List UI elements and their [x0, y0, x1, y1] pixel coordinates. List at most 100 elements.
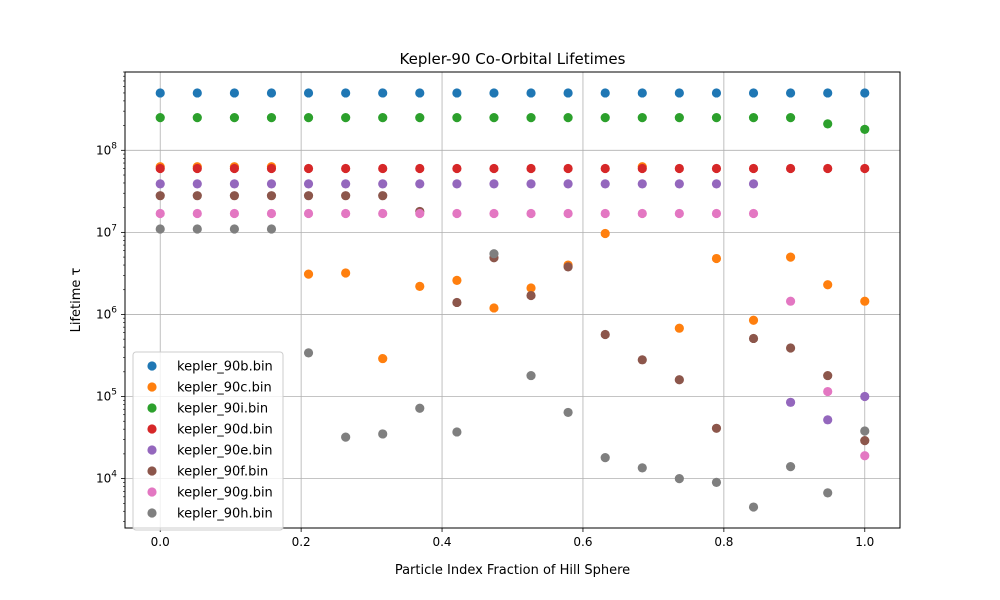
data-point [637, 88, 647, 98]
data-point [452, 88, 462, 98]
x-tick-label: 0.6 [573, 535, 592, 549]
x-axis: 0.0 0.2 0.4 0.6 0.8 1.0 [151, 528, 874, 549]
legend-label: kepler_90i.bin [177, 402, 268, 417]
data-point [415, 281, 425, 291]
data-point [303, 348, 314, 358]
data-point [823, 370, 833, 381]
data-point [229, 113, 240, 123]
legend-marker [147, 445, 157, 455]
data-point [823, 386, 833, 397]
data-point [266, 191, 277, 201]
data-point [229, 191, 240, 201]
data-point [341, 208, 351, 219]
data-point [266, 88, 277, 98]
data-point [452, 208, 462, 219]
data-point [192, 191, 202, 201]
legend-label: kepler_90g.bin [177, 486, 273, 501]
data-point [378, 179, 388, 189]
data-point [711, 253, 722, 264]
data-point [266, 208, 277, 219]
legend-label: kepler_90e.bin [177, 444, 273, 459]
data-point [600, 329, 610, 340]
data-point [155, 191, 165, 201]
data-point [785, 461, 796, 472]
data-points [155, 88, 870, 512]
data-point [303, 208, 314, 219]
data-point [600, 208, 610, 219]
data-point [823, 280, 833, 290]
data-point [711, 88, 722, 98]
data-point [341, 88, 351, 98]
data-point [637, 163, 647, 174]
data-point [637, 208, 647, 219]
data-point [748, 502, 759, 512]
data-point [229, 163, 240, 174]
legend-marker [147, 466, 157, 476]
x-axis-title: Particle Index Fraction of Hill Sphere [395, 563, 630, 578]
chart-title: Kepler-90 Co-Orbital Lifetimes [400, 50, 626, 68]
y-axis: 104 105 106 107 108 [96, 71, 125, 522]
y-tick-label: 107 [96, 223, 117, 239]
data-point [637, 463, 647, 473]
data-point [860, 391, 870, 402]
data-point [748, 208, 759, 219]
data-point [785, 88, 796, 98]
legend-marker [147, 424, 157, 434]
data-point [489, 179, 499, 189]
data-point [526, 163, 536, 174]
data-point [192, 208, 202, 219]
data-point [303, 88, 314, 98]
data-point [600, 88, 610, 98]
y-tick-label: 108 [96, 141, 117, 157]
data-point [563, 88, 573, 98]
data-point [192, 224, 202, 234]
data-point [563, 208, 573, 219]
plot-frame [124, 71, 901, 529]
y-tick-label: 106 [96, 305, 117, 321]
data-point [711, 423, 722, 433]
data-point [266, 163, 277, 174]
data-point [711, 163, 722, 174]
data-point [452, 179, 462, 189]
data-point [266, 179, 277, 189]
data-point [452, 297, 462, 308]
data-point [378, 191, 388, 201]
data-point [674, 375, 684, 385]
data-point [600, 453, 610, 463]
data-point [341, 163, 351, 174]
data-point [452, 427, 462, 437]
data-point [415, 163, 425, 174]
data-point [452, 113, 462, 123]
data-point [303, 191, 314, 201]
data-point [674, 473, 684, 484]
data-point [563, 179, 573, 189]
data-point [341, 179, 351, 189]
data-point [415, 179, 425, 189]
data-point [600, 179, 610, 189]
data-point [229, 179, 240, 189]
data-point [674, 208, 684, 219]
legend: kepler_90b.bin kepler_90c.bin kepler_90i.b… [132, 351, 284, 531]
data-point [341, 268, 351, 278]
legend-label: kepler_90d.bin [177, 423, 273, 438]
data-point [785, 252, 796, 262]
legend-marker [147, 361, 157, 371]
data-point [785, 397, 796, 407]
data-point [155, 179, 165, 189]
data-point [378, 113, 388, 123]
y-axis-title: Lifetime τ [69, 267, 84, 332]
data-point [860, 124, 870, 134]
data-point [526, 370, 536, 381]
data-point [415, 113, 425, 123]
data-point [860, 426, 870, 436]
data-point [711, 179, 722, 189]
data-point [785, 113, 796, 123]
data-point [823, 88, 833, 98]
y-tick-label: 104 [96, 470, 117, 486]
x-tick-label: 0.2 [292, 535, 311, 549]
data-point [452, 275, 462, 285]
data-point [748, 315, 759, 325]
data-point [378, 88, 388, 98]
x-tick-label: 0.4 [432, 535, 451, 549]
